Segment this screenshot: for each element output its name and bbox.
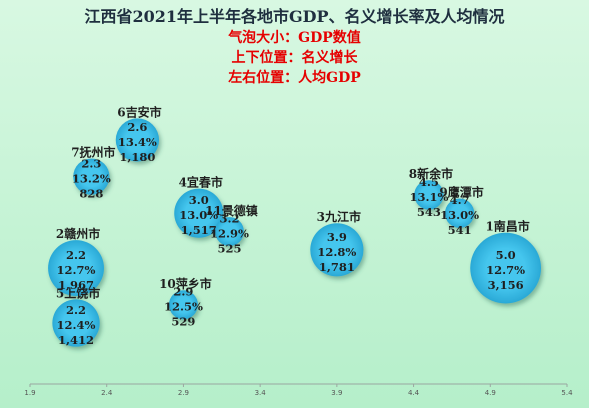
bubble: [73, 158, 110, 195]
bubble-gdp-label: 1,180: [119, 150, 155, 164]
bubble-growth-label: 12.7%: [486, 263, 525, 277]
bubble-city-label: 7抚州市: [71, 144, 115, 159]
bubble: [444, 198, 475, 228]
bubble-growth-label: 13.1%: [409, 190, 448, 204]
bubble-city-label: 5上饶市: [56, 285, 100, 300]
bubble-growth-label: 13.4%: [118, 135, 157, 149]
bubble-gdp-label: 529: [171, 315, 195, 329]
x-tick-label: 3.9: [331, 389, 342, 397]
bubble-city-label: 10萍乡市: [159, 276, 212, 291]
bubble-per-capita-label: 4.5: [419, 175, 439, 189]
bubble-gdp-label: 525: [217, 242, 241, 256]
bubble-growth-label: 13.0%: [179, 208, 218, 222]
bubble-gdp-label: 1,517: [181, 223, 217, 237]
bubble-city-label: 2赣州市: [56, 226, 100, 241]
bubble: [168, 290, 198, 320]
bubble-gdp-label: 828: [79, 187, 103, 201]
bubble-city-label: 3九江市: [317, 209, 361, 224]
bubble-gdp-label: 543: [417, 205, 441, 219]
x-tick-label: 2.9: [178, 389, 189, 397]
bubble-gdp-label: 1,781: [319, 260, 355, 274]
bubble: [52, 299, 100, 347]
bubble: [215, 217, 244, 246]
bubble-growth-label: 12.7%: [57, 263, 96, 277]
bubble-per-capita-label: 2.2: [66, 248, 86, 262]
bubble-city-label: 11景德镇: [205, 203, 258, 218]
x-tick-label: 4.9: [485, 389, 496, 397]
bubble: [174, 188, 224, 238]
bubble: [115, 118, 160, 162]
bubble-growth-label: 13.0%: [440, 208, 479, 222]
bubble-growth-label: 13.2%: [72, 172, 111, 186]
bubble-growth-label: 12.5%: [164, 300, 203, 314]
bubble-per-capita-label: 2.9: [173, 285, 193, 299]
bubble-growth-label: 12.9%: [210, 227, 249, 241]
bubble-city-label: 9鹰潭市: [439, 185, 483, 200]
bubble-city-label: 8新余市: [409, 166, 453, 181]
x-tick-label: 4.4: [408, 389, 420, 397]
bubble-per-capita-label: 5.0: [496, 248, 516, 262]
bubble-per-capita-label: 3.9: [327, 230, 347, 244]
bubble-city-label: 1南昌市: [485, 219, 529, 234]
x-tick-label: 1.9: [24, 389, 35, 397]
bubble-gdp-label: 3,156: [488, 278, 524, 292]
bubble-gdp-label: 1,967: [58, 278, 94, 292]
bubble-per-capita-label: 2.3: [81, 157, 101, 171]
bubble-growth-label: 12.8%: [317, 245, 356, 259]
bubble-growth-label: 12.4%: [57, 318, 96, 332]
bubble-per-capita-label: 4.7: [450, 193, 470, 207]
bubble-gdp-label: 541: [448, 223, 472, 237]
bubble-per-capita-label: 2.2: [66, 303, 86, 317]
x-tick-label: 5.4: [561, 389, 573, 397]
x-tick-label: 3.4: [255, 389, 267, 397]
bubble-city-label: 4宜春市: [179, 175, 223, 190]
bubble-per-capita-label: 3.0: [189, 193, 209, 207]
bubble-per-capita-label: 3.2: [219, 212, 239, 226]
bubble-per-capita-label: 2.6: [127, 120, 147, 134]
bubble: [414, 180, 444, 210]
x-tick-label: 2.4: [101, 389, 113, 397]
bubble-city-label: 6吉安市: [117, 104, 161, 119]
bubble: [470, 232, 542, 304]
bubble-gdp-label: 1,412: [58, 333, 94, 347]
bubble: [48, 240, 104, 297]
bubble: [310, 223, 364, 277]
